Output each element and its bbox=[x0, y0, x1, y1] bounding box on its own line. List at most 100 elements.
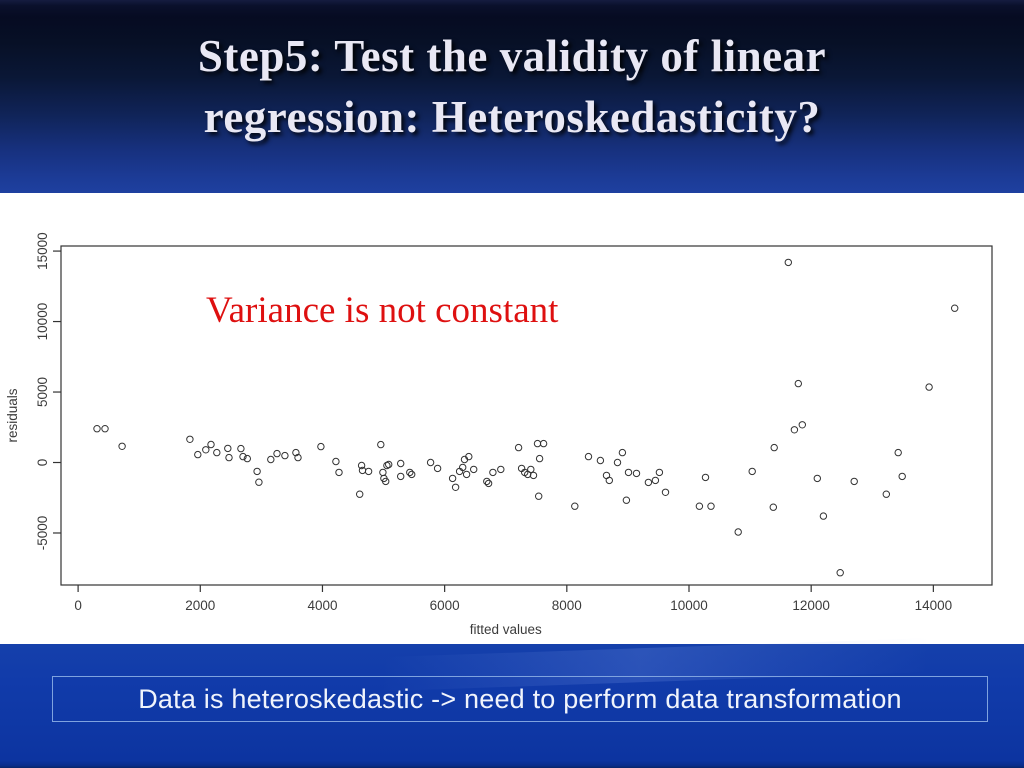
data-point bbox=[535, 454, 544, 463]
data-point bbox=[584, 452, 593, 461]
data-point bbox=[207, 440, 215, 449]
data-point bbox=[514, 443, 523, 452]
data-point bbox=[529, 471, 538, 480]
data-point bbox=[225, 453, 233, 462]
data-point bbox=[397, 459, 405, 468]
data-point bbox=[798, 421, 806, 429]
data-point bbox=[533, 439, 542, 448]
data-point bbox=[385, 460, 393, 469]
data-point bbox=[535, 492, 543, 500]
data-point bbox=[379, 468, 387, 477]
data-point bbox=[253, 467, 261, 476]
data-point bbox=[406, 468, 414, 477]
data-point bbox=[377, 440, 385, 449]
data-points bbox=[93, 258, 959, 577]
data-point bbox=[622, 496, 631, 504]
data-point bbox=[202, 446, 210, 454]
data-point bbox=[462, 470, 471, 479]
data-point bbox=[661, 488, 670, 496]
y-axis-label: residuals bbox=[5, 388, 20, 442]
data-point bbox=[484, 479, 493, 488]
axis-labels: fitted values residuals bbox=[5, 388, 542, 637]
data-point bbox=[194, 450, 202, 459]
data-point bbox=[243, 454, 252, 463]
data-point bbox=[273, 449, 281, 458]
data-point bbox=[794, 379, 802, 388]
data-point bbox=[451, 483, 460, 491]
chart-annotation: Variance is not constant bbox=[206, 290, 559, 331]
x-tick-label: 10000 bbox=[670, 598, 708, 613]
data-point bbox=[644, 478, 653, 487]
data-point bbox=[836, 569, 844, 577]
data-point bbox=[596, 456, 605, 465]
data-point bbox=[951, 304, 959, 312]
x-tick-label: 2000 bbox=[185, 598, 215, 613]
data-point bbox=[655, 468, 664, 477]
data-point bbox=[364, 467, 373, 476]
data-point bbox=[770, 443, 778, 452]
data-point bbox=[118, 442, 126, 450]
y-tick-label: 10000 bbox=[35, 303, 50, 341]
data-point bbox=[605, 476, 613, 485]
data-point bbox=[213, 448, 221, 457]
data-point bbox=[317, 442, 325, 451]
data-point bbox=[734, 528, 742, 536]
data-point bbox=[850, 477, 858, 486]
x-tick-label: 12000 bbox=[792, 598, 830, 613]
data-point bbox=[925, 383, 933, 391]
data-point bbox=[769, 503, 777, 511]
data-point bbox=[382, 477, 390, 486]
y-tick-label: 15000 bbox=[35, 232, 50, 270]
data-point bbox=[813, 474, 821, 483]
data-point bbox=[239, 452, 247, 461]
data-point bbox=[748, 467, 756, 476]
data-point bbox=[497, 465, 505, 474]
x-tick-label: 4000 bbox=[307, 598, 337, 613]
conclusion-text: Data is heteroskedastic -> need to perfo… bbox=[138, 683, 902, 714]
data-point bbox=[332, 457, 340, 466]
data-point bbox=[894, 448, 902, 457]
data-point bbox=[186, 435, 194, 443]
conclusion-box: Data is heteroskedastic -> need to perfo… bbox=[52, 676, 988, 722]
y-tick-label: 5000 bbox=[35, 377, 50, 407]
data-point bbox=[433, 464, 442, 473]
x-tick-label: 14000 bbox=[915, 598, 953, 613]
x-tick-label: 0 bbox=[74, 598, 82, 613]
plot-border bbox=[60, 245, 993, 586]
data-point bbox=[335, 468, 343, 477]
data-point bbox=[470, 465, 478, 474]
data-point bbox=[784, 258, 792, 267]
data-point bbox=[459, 463, 467, 472]
data-point bbox=[448, 474, 457, 483]
data-point bbox=[292, 448, 300, 457]
data-point bbox=[527, 465, 535, 474]
data-point bbox=[898, 472, 906, 481]
residuals-scatter-plot: 0 2000 4000 6000 8000 10000 12000 14000 -5000 0 50… bbox=[5, 232, 993, 637]
data-point bbox=[101, 425, 109, 433]
plot-frame bbox=[60, 245, 993, 586]
data-point bbox=[882, 490, 890, 498]
data-point bbox=[613, 458, 622, 467]
data-point bbox=[294, 453, 302, 462]
data-point bbox=[819, 512, 828, 520]
data-point bbox=[255, 478, 263, 486]
data-point bbox=[93, 425, 101, 433]
data-point bbox=[701, 473, 710, 482]
data-point bbox=[695, 502, 704, 510]
data-point bbox=[489, 468, 497, 477]
data-point bbox=[571, 502, 579, 510]
data-point bbox=[426, 458, 435, 467]
data-point bbox=[224, 444, 232, 453]
slide-title-line1: Step5: Test the validity of linear bbox=[197, 31, 827, 81]
data-point bbox=[281, 451, 289, 460]
y-tick-label: -5000 bbox=[35, 516, 50, 551]
data-point bbox=[539, 439, 548, 448]
slide-footer: Data is heteroskedastic -> need to perfo… bbox=[0, 634, 1024, 768]
data-point bbox=[408, 470, 416, 479]
data-point bbox=[356, 490, 364, 498]
y-tick-label: 0 bbox=[35, 459, 50, 467]
data-point bbox=[618, 448, 627, 457]
slide-title: Step5: Test the validity of linear regre… bbox=[0, 26, 1024, 148]
data-point bbox=[790, 426, 799, 434]
data-point bbox=[707, 502, 715, 510]
